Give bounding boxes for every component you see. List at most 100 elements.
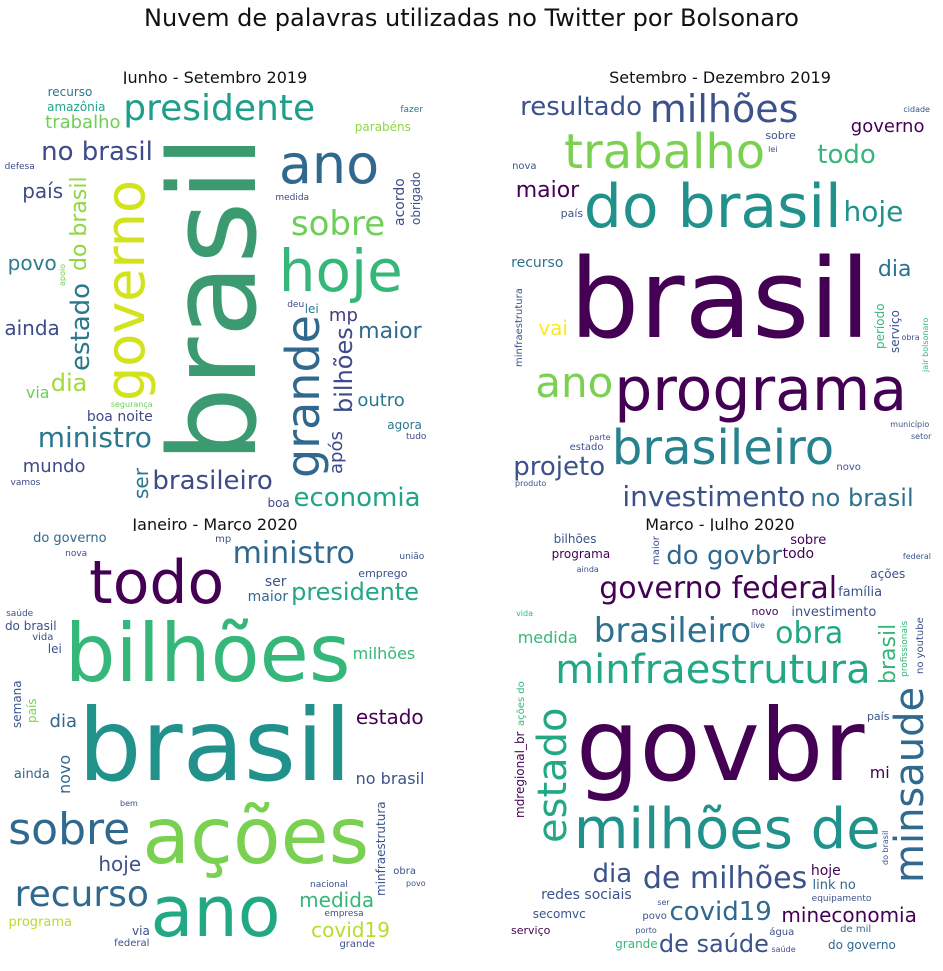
- panel-title-4: Março - Julho 2020: [645, 515, 795, 534]
- word-3-12: de saúde: [658, 929, 769, 958]
- wordcloud-panel-1: brasiltodohojegovernograndeanopresidente…: [3, 84, 427, 514]
- word-3-47: no youtube: [915, 616, 927, 674]
- word-0-30: parabéns: [354, 119, 411, 134]
- word-0-29: amazônia: [47, 100, 106, 115]
- word-3-50: maior: [651, 536, 663, 566]
- word-1-59: setor: [910, 432, 932, 442]
- word-3-51: do brasil: [881, 830, 891, 866]
- word-2-65: mp: [215, 534, 232, 546]
- panel-title-3: Janeiro - Março 2020: [132, 515, 298, 534]
- word-3-3: brasileiro: [593, 611, 752, 652]
- word-2-15: no brasil: [355, 768, 425, 788]
- word-1-40: produto: [515, 478, 547, 488]
- word-3-61: federal: [902, 552, 932, 562]
- word-0-45: segurança: [110, 400, 153, 410]
- word-0-23: após: [325, 431, 347, 475]
- panel-title-1: Junho - Setembro 2019: [122, 68, 308, 87]
- wordcloud-panel-3: brasilbilhõesaçõesanotodosobrerecursogov…: [3, 531, 427, 961]
- word-3-8: governo federal: [599, 570, 838, 606]
- word-0-8: brasileiro: [152, 465, 273, 496]
- word-1-14: maior: [515, 177, 580, 203]
- word-2-0: brasil: [78, 687, 352, 804]
- word-3-35: país: [866, 710, 890, 724]
- word-0-22: mundo: [22, 455, 86, 477]
- word-1-31: país: [560, 206, 584, 220]
- word-2-10: hoje: [98, 851, 142, 876]
- word-2-30: semana: [9, 680, 24, 728]
- word-3-37: mi: [869, 763, 890, 783]
- word-1-42: cidade: [903, 105, 930, 115]
- word-3-28: bilhões: [553, 531, 597, 546]
- word-0-17: ainda: [4, 315, 60, 340]
- word-2-4: todo: [89, 548, 225, 619]
- word-1-32: novo: [836, 461, 861, 473]
- word-3-11: do govbr: [666, 541, 782, 572]
- word-3-33: novo: [751, 604, 779, 618]
- word-0-2: hoje: [278, 237, 403, 306]
- word-0-6: presidente: [123, 88, 316, 130]
- word-1-10: resultado: [520, 92, 643, 123]
- word-3-27: do governo: [827, 938, 896, 953]
- word-3-6: de milhões: [642, 861, 808, 897]
- word-1-20: recurso: [511, 255, 564, 272]
- word-3-25: sobre: [790, 533, 827, 549]
- word-2-38: vida: [32, 631, 54, 643]
- word-0-12: estado: [66, 283, 97, 372]
- word-3-38: de mil: [840, 923, 872, 935]
- word-3-9: covid19: [669, 896, 772, 927]
- word-1-63: lei: [768, 144, 778, 154]
- word-2-55: bem: [120, 798, 138, 808]
- word-2-6: recurso: [14, 873, 149, 915]
- word-0-18: povo: [7, 251, 57, 276]
- wordcloud-2: brasil do brasil programa brasileiro trabalh…: [508, 84, 932, 514]
- word-1-29: estado: [569, 441, 604, 453]
- word-3-26: ações: [870, 566, 906, 581]
- word-3-22: todo: [782, 546, 815, 563]
- word-0-42: fazer: [400, 104, 424, 115]
- word-1-5: ano: [535, 358, 614, 408]
- word-0-20: outro: [357, 390, 405, 412]
- word-3-5: minsaude: [887, 686, 932, 883]
- word-0-4: grande: [276, 314, 331, 478]
- word-3-43: água: [769, 927, 795, 939]
- word-1-26: serviço: [888, 310, 903, 354]
- word-3-14: brasil: [876, 623, 902, 684]
- word-3-16: redes sociais: [541, 886, 632, 903]
- word-2-3: ano: [150, 870, 281, 953]
- word-0-39: medida: [275, 192, 310, 203]
- word-3-59: ainda: [576, 564, 599, 574]
- word-2-43: nacional: [309, 879, 348, 890]
- word-3-2: minfraestrutura: [555, 646, 871, 693]
- word-1-30: sobre: [765, 128, 796, 142]
- word-0-13: bilhões: [329, 326, 358, 413]
- word-1-34: minfraestrutura: [514, 287, 526, 367]
- word-3-24: programa: [551, 547, 611, 562]
- word-2-52: nova: [65, 548, 88, 559]
- word-3-7: obra: [775, 616, 844, 652]
- word-3-19: link no: [812, 877, 856, 893]
- word-1-3: brasileiro: [611, 420, 835, 477]
- word-2-23: ainda: [13, 767, 50, 783]
- word-2-48: saúde: [6, 608, 34, 619]
- word-3-18: investimento: [791, 604, 877, 620]
- word-3-10: dia: [592, 859, 633, 890]
- word-2-9: presidente: [291, 578, 419, 607]
- wordcloud-panel-2: brasil do brasil programa brasileiro trabalh…: [508, 84, 932, 514]
- word-0-70: apoio: [58, 263, 68, 286]
- word-2-18: milhões: [352, 643, 416, 663]
- word-2-32: lei: [47, 642, 62, 657]
- word-1-46: parte: [589, 432, 611, 442]
- word-2-28: país: [25, 698, 40, 723]
- word-3-1: milhões de: [573, 797, 881, 863]
- wordcloud-4: govbr milhões de minfraestrutura brasileiro…: [508, 531, 932, 961]
- word-3-48: ações do: [515, 681, 527, 727]
- word-2-26: do brasil: [4, 619, 57, 634]
- word-3-34: serviço: [511, 924, 551, 938]
- wordcloud-3: brasilbilhõesaçõesanotodosobrerecursogov…: [3, 531, 427, 961]
- word-2-14: covid19: [311, 917, 390, 942]
- word-1-36: nova: [512, 161, 537, 173]
- wordcloud-panel-4: govbr milhões de minfraestrutura brasileiro…: [508, 531, 932, 961]
- word-0-3: governo: [94, 180, 158, 402]
- word-1-6: milhões: [649, 87, 799, 132]
- word-2-41: obra: [393, 865, 416, 877]
